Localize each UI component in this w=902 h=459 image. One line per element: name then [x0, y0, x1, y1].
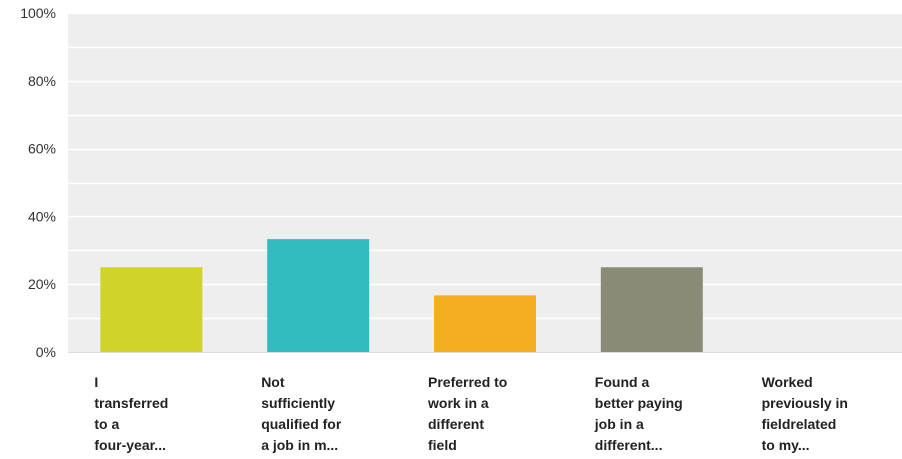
x-category-label-line: sufficiently: [261, 395, 335, 411]
x-category-label-line: fieldrelated: [762, 416, 837, 432]
x-category-label-line: four-year...: [94, 437, 166, 453]
x-category-label-line: Worked: [762, 374, 813, 390]
bar: [100, 267, 203, 352]
bar: [600, 267, 703, 352]
x-category-label-line: different: [428, 416, 484, 432]
y-tick-label: 40%: [28, 208, 56, 224]
x-category-label-line: field: [428, 437, 457, 453]
x-category-label-line: work in a: [427, 395, 489, 411]
y-tick-label: 0%: [36, 344, 56, 360]
x-category-label: Worked previously in fieldrelated to my...: [762, 374, 848, 453]
x-category-label-line: job in a: [594, 416, 644, 432]
x-category-label-line: Found a: [595, 374, 650, 390]
x-category-label: Not sufficiently qualified for a job in m..…: [261, 374, 342, 453]
y-tick-label: 80%: [28, 73, 56, 89]
x-category-label: Preferred to work in a different field: [427, 374, 507, 453]
y-axis: 0% 20% 40% 60% 80% 100%: [20, 5, 56, 360]
x-category-label-line: to a: [94, 416, 119, 432]
x-category-label-line: Not: [261, 374, 285, 390]
x-category-label-line: qualified for: [261, 416, 342, 432]
x-category-label-line: better paying: [595, 395, 683, 411]
x-category-label-line: I: [94, 374, 98, 390]
x-category-label-line: to my...: [762, 437, 810, 453]
x-category-label-line: different...: [595, 437, 663, 453]
x-category-label-line: Preferred to: [428, 374, 507, 390]
bars: [100, 239, 703, 352]
bar: [434, 295, 536, 352]
y-tick-label: 20%: [28, 276, 56, 292]
x-category-label-line: previously in: [762, 395, 848, 411]
y-tick-label: 100%: [20, 5, 56, 21]
bar: [267, 239, 370, 352]
x-category-label-line: transferred: [94, 395, 168, 411]
x-category-label: Found a better paying job in a different...: [594, 374, 683, 453]
y-tick-label: 60%: [28, 141, 56, 157]
x-category-label-line: a job in m...: [261, 437, 338, 453]
grid-lines: [68, 12, 902, 320]
